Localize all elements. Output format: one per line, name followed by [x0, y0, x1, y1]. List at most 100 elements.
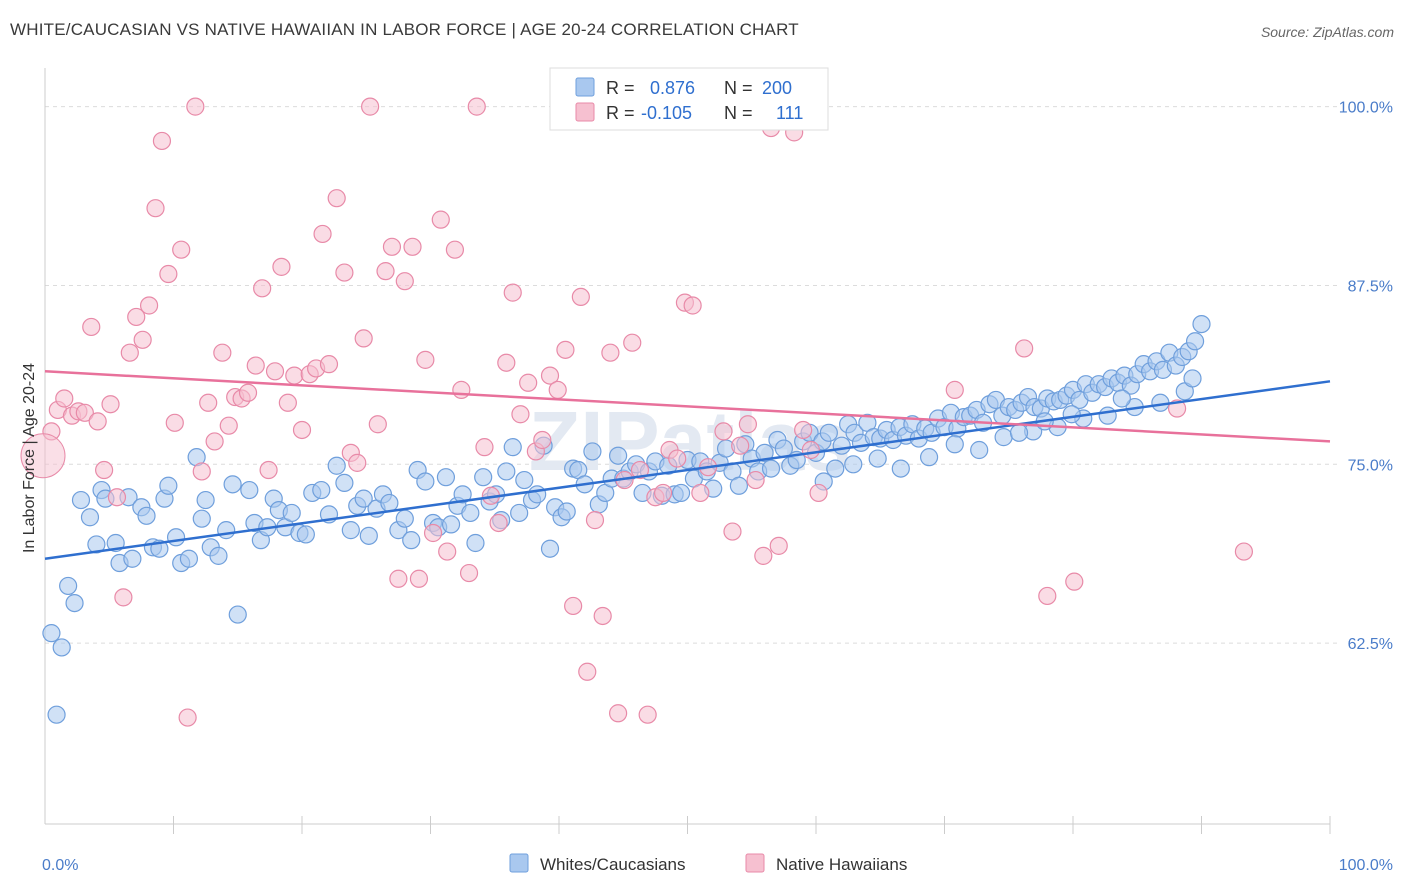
- hawaiians-point-51: [382, 237, 402, 256]
- y-tick-labels: 62.5% 75.0% 87.5% 100.0%: [1339, 100, 1393, 654]
- hawaiians-point-90: [668, 449, 687, 468]
- whites-point-64: [461, 503, 480, 523]
- whites-point-195: [1183, 369, 1202, 388]
- hawaiians-point-16: [146, 199, 165, 218]
- whites-point-111: [755, 443, 774, 462]
- hawaiians-point-59: [438, 542, 457, 561]
- hawaiians-point-37: [285, 366, 304, 385]
- hawaiians-point-20: [172, 240, 191, 259]
- hawaiians-point-107: [801, 440, 820, 460]
- whites-point-84: [583, 442, 602, 461]
- whites-point-65: [466, 533, 485, 553]
- hawaiians-point-66: [489, 513, 508, 533]
- whites-point-52: [380, 493, 399, 513]
- hawaiians-point-43: [327, 189, 346, 208]
- whites-point-191: [1098, 406, 1117, 425]
- whites-point-60: [436, 468, 456, 487]
- hawaiians-point-35: [272, 257, 291, 276]
- hawaiians-point-98: [731, 436, 750, 455]
- x-tick-label-0: 0.0%: [42, 857, 78, 874]
- whites-point-0: [42, 624, 61, 643]
- hawaiians-point-2: [55, 389, 74, 408]
- hawaiians-point-11: [114, 588, 133, 607]
- hawaiians-point-80: [593, 606, 612, 626]
- whites-point-182: [868, 449, 887, 468]
- hawaiians-point-36: [278, 393, 297, 412]
- legend-n-label-1: N =: [724, 78, 753, 98]
- whites-point-24: [192, 509, 211, 528]
- hawaiians-point-63: [467, 97, 486, 116]
- whites-point-20: [166, 528, 186, 547]
- whites-point-31: [240, 480, 259, 500]
- hawaiians-point-22: [186, 97, 205, 116]
- hawaiians-point-111: [1038, 586, 1057, 606]
- stats-legend: R = 0.876 N = 200 R = -0.105 N = 111: [549, 67, 829, 131]
- whites-point-80: [557, 502, 576, 521]
- whites-point-15: [137, 506, 156, 525]
- legend-r-value-2: -0.105: [641, 103, 692, 123]
- hawaiians-point-58: [431, 210, 450, 229]
- whites-point-107: [729, 476, 749, 495]
- legend-swatch-blue: [575, 77, 595, 97]
- whites-point-184: [919, 448, 939, 467]
- whites-point-28: [217, 521, 236, 540]
- hawaiians-point-34: [265, 362, 285, 381]
- hawaiians-point-112: [1065, 572, 1084, 591]
- hawaiians-trend-line: [44, 370, 1331, 443]
- hawaiians-point-114: [1234, 542, 1254, 561]
- hawaiians-point-13: [127, 307, 146, 327]
- hawaiians-point-76: [564, 596, 583, 616]
- hawaiians-point-48: [361, 97, 380, 116]
- hawaiians-point-103: [769, 536, 788, 555]
- bottom-legend-swatch-blue: [509, 853, 529, 873]
- hawaiians-point-72: [533, 430, 552, 450]
- y-tick-label-2: 87.5%: [1348, 278, 1393, 295]
- whites-point-98: [671, 483, 691, 503]
- whites-point-54: [395, 509, 414, 528]
- legend-swatch-pink: [575, 102, 595, 122]
- whites-point-66: [474, 468, 493, 487]
- legend-r-label-2: R =: [606, 103, 635, 123]
- hawaiians-point-97: [723, 522, 742, 541]
- whites-point-186: [970, 440, 989, 460]
- whites-point-13: [123, 549, 142, 568]
- hawaiians-point-60: [445, 240, 465, 259]
- whites-point-1: [52, 638, 71, 657]
- hawaiians-point-46: [348, 453, 367, 472]
- hawaiians-point-42: [319, 355, 339, 374]
- whites-point-112: [761, 459, 781, 478]
- whites-point-73: [515, 470, 534, 490]
- hawaiians-point-68: [503, 283, 522, 302]
- hawaiians-point-53: [395, 272, 414, 291]
- whites-point-187: [994, 428, 1013, 447]
- whites-point-4: [47, 705, 66, 724]
- whites-point-121: [819, 423, 838, 442]
- hawaiians-large-point: [20, 433, 66, 479]
- y-tick-label-0: 62.5%: [1348, 636, 1393, 653]
- hawaiians-point-24: [199, 393, 218, 412]
- hawaiians-point-109: [945, 380, 964, 400]
- legend-n-label-2: N =: [724, 103, 753, 123]
- whites-point-40: [296, 525, 315, 544]
- whites-point-2: [59, 576, 78, 596]
- whites-point-123: [832, 436, 851, 455]
- whites-point-178: [1185, 332, 1205, 351]
- whites-point-122: [826, 459, 845, 478]
- hawaiians-point-26: [213, 343, 232, 362]
- bottom-legend-label-whites: Whites/Caucasians: [540, 855, 686, 874]
- hawaiians-point-14: [133, 330, 152, 349]
- hawaiians-point-88: [653, 483, 673, 503]
- whites-point-44: [327, 456, 346, 475]
- hawaiians-point-12: [120, 343, 139, 362]
- whites-point-63: [453, 485, 472, 504]
- hawaiians-point-62: [459, 563, 479, 583]
- hawaiians-point-33: [259, 460, 278, 480]
- hawaiians-point-50: [376, 262, 395, 281]
- hawaiians-point-86: [638, 705, 657, 724]
- hawaiians-point-27: [219, 416, 238, 435]
- y-tick-label-3: 100.0%: [1339, 100, 1393, 117]
- whites-point-25: [196, 490, 215, 510]
- whites-point-183: [891, 459, 910, 478]
- hawaiians-point-25: [205, 432, 224, 451]
